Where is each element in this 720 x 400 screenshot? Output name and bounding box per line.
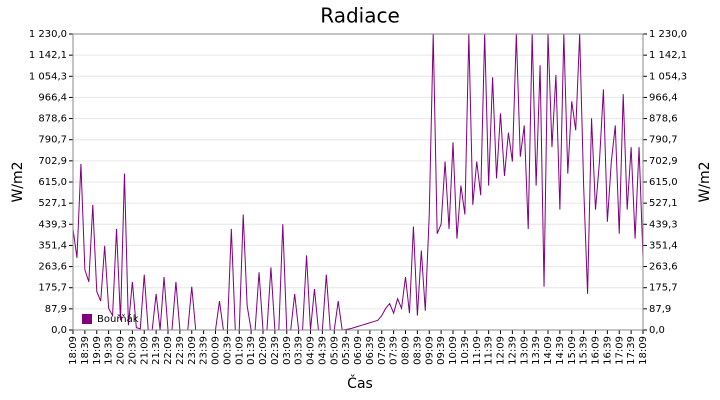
x-tick-label: 21:39 [151,336,162,365]
x-tick-label: 04:39 [317,336,328,365]
y-tick-label: 966,4 [38,92,67,103]
y-tick-label: 1 230,0 [29,29,67,40]
y-tick-label: 1 142,1 [29,50,67,61]
x-tick-label: 22:09 [163,336,174,365]
x-tick-label: 22:39 [175,336,186,365]
x-tick-label: 03:09 [282,336,293,365]
y2-tick-label: 878,6 [649,114,678,125]
y-tick-label: 1 054,3 [29,71,67,82]
x-tick-label: 07:39 [389,336,400,365]
y-tick-label: 175,7 [38,283,67,294]
x-tick-label: 10:09 [448,336,459,365]
y2-tick-label: 1 054,3 [649,71,687,82]
y-tick-label: 439,3 [38,219,67,230]
x-tick-label: 20:39 [127,336,138,365]
y2-tick-label: 615,0 [649,177,678,188]
plot-border [72,33,644,331]
x-tick-label: 08:09 [401,336,412,365]
x-tick-label: 09:39 [436,336,447,365]
x-tick-label: 11:09 [472,336,483,365]
x-tick-label: 14:09 [543,336,554,365]
y-tick-label: 615,0 [38,177,67,188]
x-tick-label: 00:39 [222,336,233,365]
x-tick-label: 01:09 [234,336,245,365]
x-tick-label: 19:39 [104,336,115,365]
x-tick-label: 18:39 [80,336,91,365]
x-tick-label: 03:39 [294,336,305,365]
x-tick-label: 11:39 [484,336,495,365]
y2-tick-label: 87,9 [649,304,671,315]
y2-tick-label: 527,1 [649,198,678,209]
x-tick-label: 16:39 [602,336,613,365]
x-tick-label: 18:09 [68,336,79,365]
x-tick-label: 12:39 [507,336,518,365]
x-tick-label: 16:09 [591,336,602,365]
y2-tick-label: 175,7 [649,283,678,294]
x-tick-label: 07:09 [377,336,388,365]
x-tick-label: 02:39 [270,336,281,365]
y-tick-label: 0,0 [51,325,67,336]
x-tick-label: 13:09 [519,336,530,365]
x-tick-label: 12:09 [496,336,507,365]
y2-tick-label: 966,4 [649,92,678,103]
legend-label: Bouřňák [97,313,139,325]
y2-tick-label: 790,7 [649,135,678,146]
x-tick-label: 04:09 [306,336,317,365]
y-tick-label: 87,9 [45,304,67,315]
y2-tick-label: 0,0 [649,325,665,336]
y2-tick-label: 1 230,0 [649,29,687,40]
y-tick-label: 351,4 [38,240,67,251]
x-tick-label: 10:39 [460,336,471,365]
y2-tick-label: 1 142,1 [649,50,687,61]
y-axis-label: W/m2 [10,161,26,202]
x-tick-label: 05:09 [329,336,340,365]
x-tick-label: 06:39 [365,336,376,365]
y2-axis-label: W/m2 [697,161,713,202]
x-tick-label: 00:09 [211,336,222,365]
x-tick-label: 23:09 [187,336,198,365]
x-tick-label: 09:09 [424,336,435,365]
x-tick-label: 15:39 [579,336,590,365]
x-tick-label: 08:39 [412,336,423,365]
x-tick-label: 19:09 [92,336,103,365]
y2-tick-label: 351,4 [649,240,678,251]
y-tick-label: 527,1 [38,198,67,209]
y2-tick-label: 263,6 [649,262,678,273]
x-tick-label: 18:09 [638,336,649,365]
x-tick-label: 17:39 [626,336,637,365]
x-tick-label: 15:09 [567,336,578,365]
y-tick-label: 702,9 [38,156,67,167]
x-tick-label: 14:39 [555,336,566,365]
x-tick-label: 05:39 [341,336,352,365]
x-tick-label: 13:39 [531,336,542,365]
y2-tick-label: 439,3 [649,219,678,230]
x-tick-label: 21:09 [139,336,150,365]
x-tick-label: 23:39 [199,336,210,365]
y-tick-label: 878,6 [38,114,67,125]
legend-swatch [82,314,92,324]
y-tick-label: 263,6 [38,262,67,273]
x-tick-label: 02:09 [258,336,269,365]
x-tick-label: 01:39 [246,336,257,365]
x-tick-label: 17:09 [614,336,625,365]
y2-tick-label: 702,9 [649,156,678,167]
x-tick-label: 20:09 [116,336,127,365]
y-tick-label: 790,7 [38,135,67,146]
x-tick-label: 06:09 [353,336,364,365]
x-axis-label: Čas [347,374,373,392]
chart-title: Radiace [320,4,400,28]
